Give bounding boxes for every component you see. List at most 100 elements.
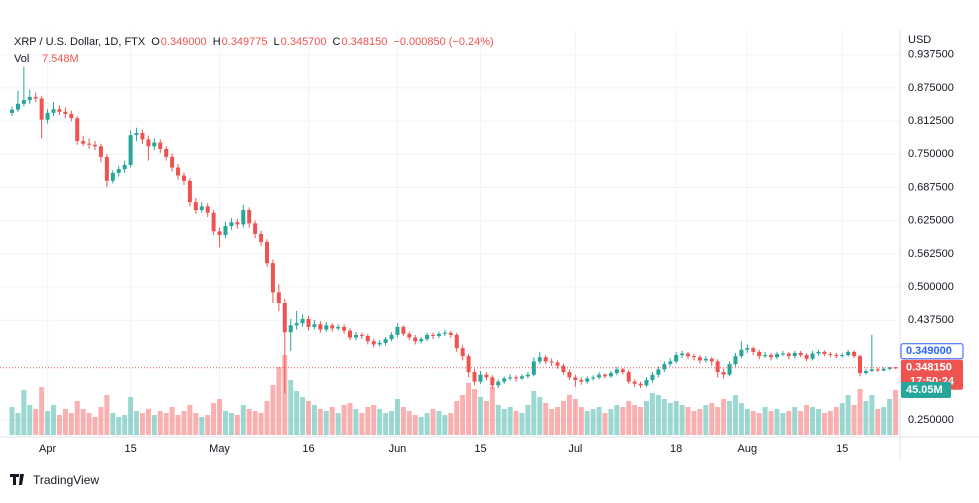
volume-bar (495, 405, 501, 435)
candle-body (490, 377, 495, 386)
candle-body (395, 326, 400, 335)
candle-body (887, 367, 892, 369)
volume-bar (549, 409, 555, 435)
volume-bar (472, 389, 478, 435)
volume-bar (33, 409, 39, 435)
volume-bar (134, 411, 140, 435)
volume-bar (80, 409, 86, 435)
candle-body (786, 353, 791, 357)
candle-body (259, 233, 264, 242)
volume-bar (869, 395, 875, 435)
candle-body (57, 109, 62, 112)
candle-body (561, 365, 566, 373)
volume-bar (750, 411, 756, 435)
candle-body (703, 358, 708, 361)
candle-body (869, 369, 874, 371)
volume-bar (709, 403, 715, 435)
volume-bar (187, 405, 193, 435)
candle-body (164, 148, 169, 157)
volume-bar (56, 415, 62, 435)
candle-body (632, 381, 637, 384)
candle-body (247, 210, 252, 224)
volume-bar (234, 415, 240, 435)
volume-bar (584, 411, 590, 435)
candle-body (543, 357, 548, 362)
volume-bar (578, 407, 584, 435)
volume-bar (424, 413, 430, 435)
volume-bar (460, 395, 466, 435)
volume-bar (792, 407, 798, 435)
volume-bar (359, 413, 365, 435)
volume-bar (863, 401, 869, 435)
candle-body (804, 355, 809, 359)
volume-bar (21, 390, 27, 435)
volume-pane (9, 355, 899, 435)
volume-bar (489, 387, 495, 435)
candle-body (342, 326, 347, 331)
logo: TradingView (10, 473, 99, 487)
candle-body (419, 339, 424, 342)
volume-label-box (901, 381, 951, 398)
candle-body (276, 292, 281, 304)
volume-bar (655, 395, 661, 435)
candle-body (448, 332, 453, 335)
field-key: C (333, 36, 341, 48)
volume-bar (300, 397, 306, 435)
volume-bar (122, 415, 128, 435)
y-tick-label: 0.875000 (908, 82, 954, 94)
candle-body (846, 351, 851, 356)
volume-bar (353, 409, 359, 435)
volume-bar (116, 417, 122, 435)
candle-body (146, 139, 151, 147)
volume-bar (282, 355, 288, 435)
volume-bar (430, 409, 436, 435)
volume-bar (448, 413, 454, 435)
candle-body (709, 358, 714, 362)
volume-bar (169, 407, 175, 435)
candle-body (697, 357, 702, 361)
candle-body (348, 330, 353, 338)
volume-bar (893, 389, 899, 435)
x-tick-label: Jun (389, 443, 407, 455)
candle-body (531, 361, 536, 375)
volume-bar (51, 405, 57, 435)
x-tick-label: 15 (124, 443, 136, 455)
volume-bar (821, 413, 827, 435)
candle-body (460, 348, 465, 357)
candle-body (792, 352, 797, 357)
candle-body (104, 156, 109, 181)
candle-body (822, 351, 827, 354)
candle-body (644, 380, 649, 386)
x-tick-label: 16 (302, 443, 314, 455)
candle-body (656, 369, 661, 375)
volume-bar (566, 395, 572, 435)
candle-body (893, 367, 898, 369)
x-tick-label: May (209, 443, 230, 455)
volume-bar (555, 407, 561, 435)
candle-body (680, 353, 685, 356)
y-tick-label: 0.812500 (908, 115, 954, 127)
x-tick-label: 18 (670, 443, 682, 455)
candle-body (537, 357, 542, 362)
field-value: 0.345700 (281, 36, 327, 48)
candle-body (875, 369, 880, 371)
candle-body (176, 167, 181, 176)
legend-header: XRP / U.S. Dollar, 1D, FTX O 0.349000 H 0.34… (14, 36, 494, 48)
field-key: O (151, 36, 160, 48)
candle-body (353, 334, 358, 338)
candle-body (502, 378, 507, 382)
volume-bar (323, 411, 329, 435)
volume-bar (667, 403, 673, 435)
volume-bar (276, 367, 282, 435)
candle-body (686, 353, 691, 357)
field-key: H (213, 36, 221, 48)
volume-bar (377, 409, 383, 435)
candle-body (187, 180, 192, 203)
candle-body (336, 326, 341, 329)
x-tick-label: Jul (568, 443, 582, 455)
y-tick-label: 0.687500 (908, 181, 954, 193)
volume-bar (389, 411, 395, 435)
volume-bar (744, 409, 750, 435)
